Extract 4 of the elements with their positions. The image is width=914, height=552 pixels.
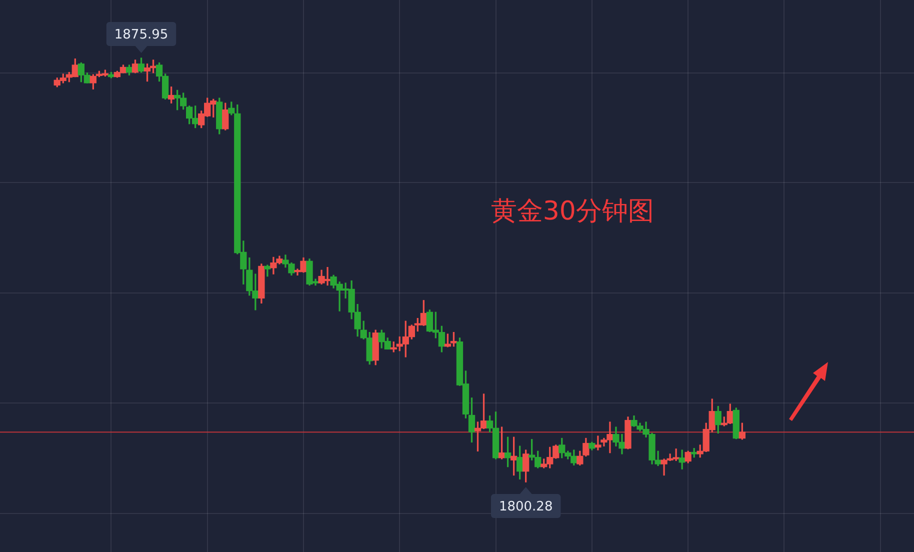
candlestick [678, 450, 686, 470]
annotation: 1875.95 [114, 27, 168, 42]
text: 黄金30分钟图 [490, 196, 654, 226]
annotation: 1800.28 [498, 499, 553, 514]
